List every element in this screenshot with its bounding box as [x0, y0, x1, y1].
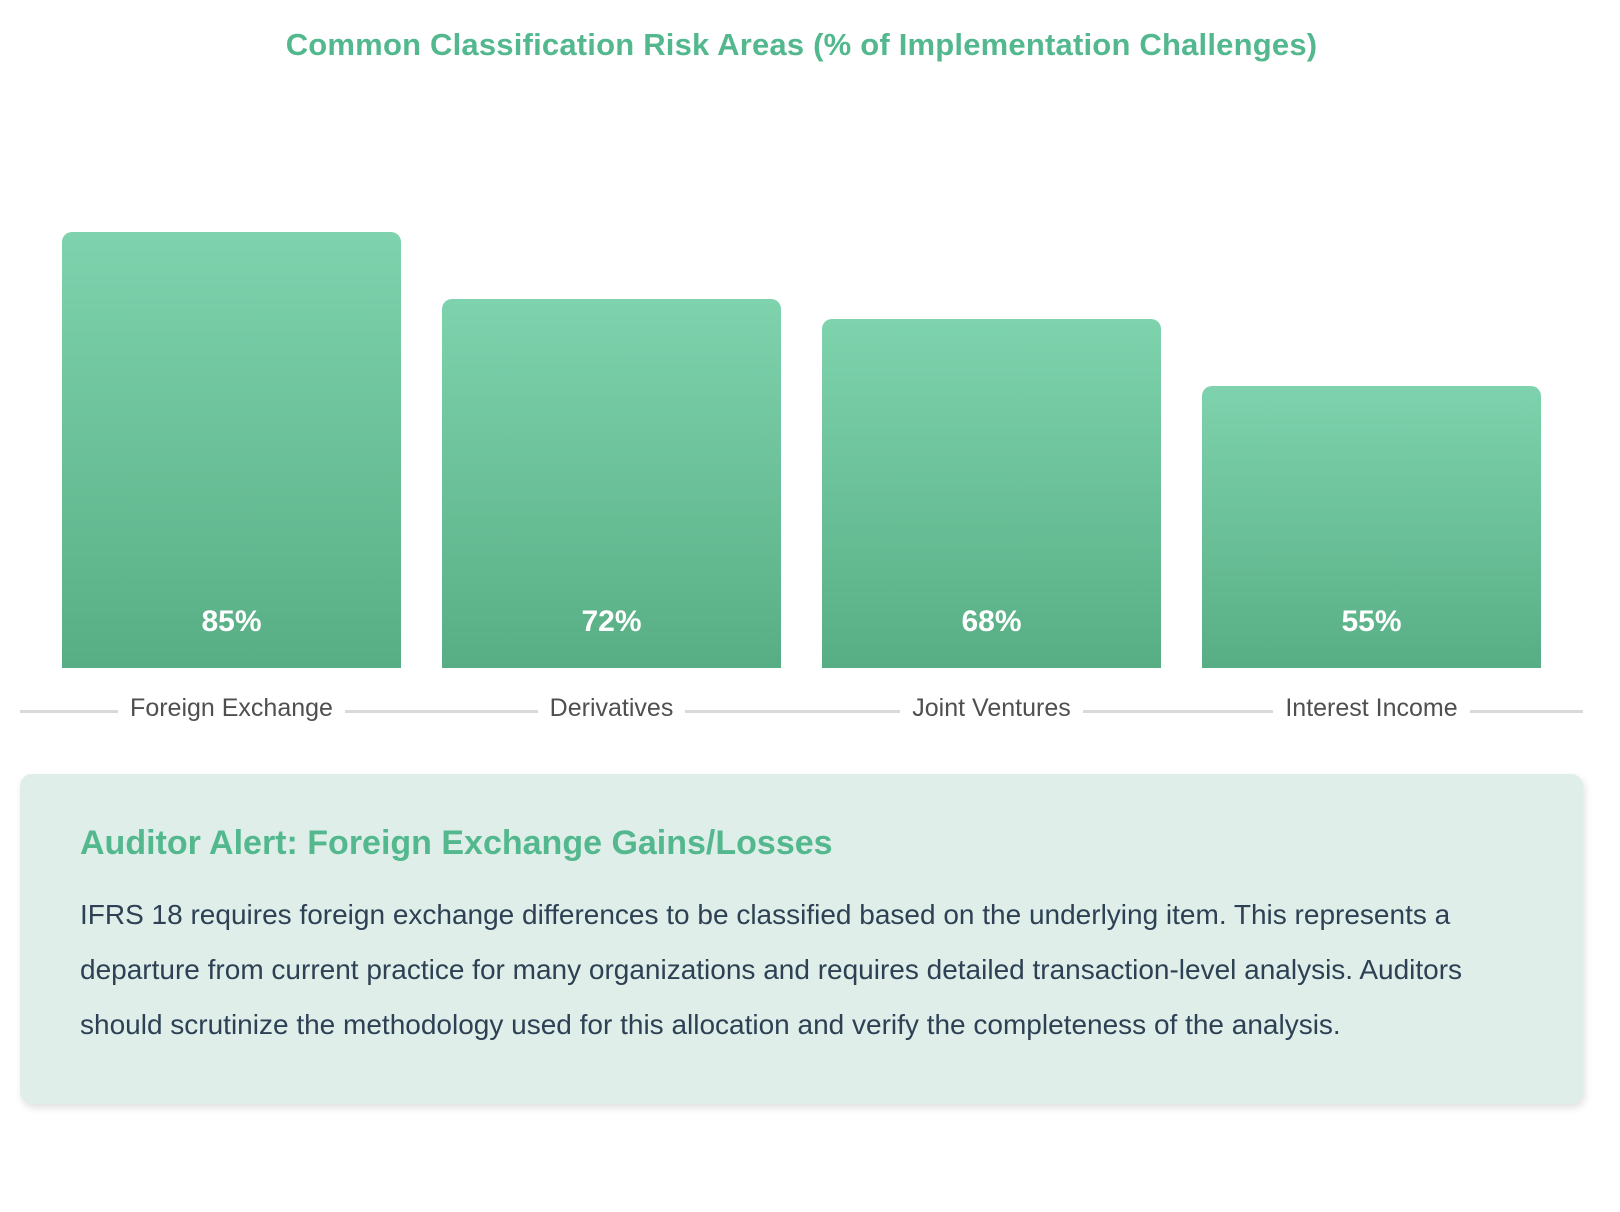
x-axis: Foreign Exchange Derivatives Joint Venture…: [20, 668, 1583, 730]
bar-derivatives: 72%: [442, 298, 781, 668]
bar-chart: 85% 72% 68% 55%: [20, 155, 1583, 668]
bar-value-label: 72%: [581, 605, 642, 638]
alert-body: IFRS 18 requires foreign exchange differ…: [80, 899, 1463, 1040]
bar-joint-ventures: 68%: [822, 319, 1161, 668]
x-axis-category-cell: Interest Income: [1202, 668, 1541, 730]
x-axis-labels: Foreign Exchange Derivatives Joint Venture…: [20, 668, 1583, 730]
bar-value-label: 68%: [961, 605, 1022, 638]
bar-value-label: 55%: [1341, 605, 1402, 638]
alert-heading: Auditor Alert: Foreign Exchange Gains/Lo…: [80, 824, 833, 862]
bar-value-label: 85%: [201, 605, 262, 638]
bar-foreign-exchange: 85%: [62, 231, 401, 668]
x-axis-label-foreign-exchange: Foreign Exchange: [118, 692, 345, 724]
x-axis-line: [20, 710, 1583, 713]
bar-interest-income: 55%: [1202, 385, 1541, 668]
x-axis-category-cell: Foreign Exchange: [62, 668, 401, 730]
x-axis-label-derivatives: Derivatives: [537, 692, 686, 724]
report-section: Common Classification Risk Areas (% of I…: [20, 0, 1583, 1104]
x-axis-label-interest-income: Interest Income: [1273, 692, 1470, 724]
auditor-alert-callout: Auditor Alert: Foreign Exchange Gains/Lo…: [20, 774, 1583, 1104]
x-axis-category-cell: Derivatives: [442, 668, 781, 730]
x-axis-label-joint-ventures: Joint Ventures: [900, 692, 1083, 724]
chart-title: Common Classification Risk Areas (% of I…: [285, 27, 1318, 62]
x-axis-category-cell: Joint Ventures: [822, 668, 1161, 730]
